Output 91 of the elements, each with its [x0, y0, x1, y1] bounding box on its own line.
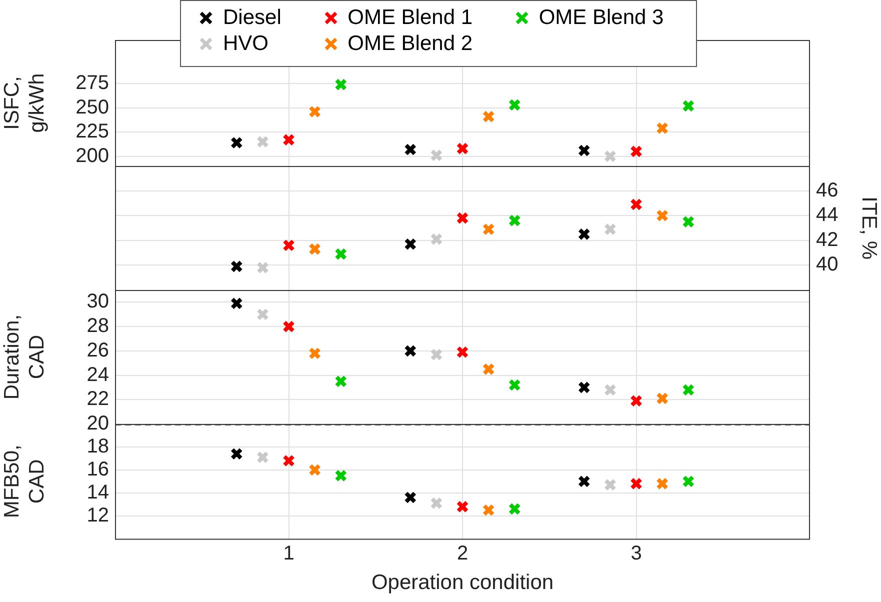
point	[256, 451, 269, 464]
y-tick-label: 26	[86, 339, 109, 362]
y-tick-label: 275	[76, 72, 109, 94]
point	[482, 504, 495, 516]
point	[656, 122, 669, 134]
point	[508, 502, 521, 516]
point	[482, 223, 495, 236]
y2-axis-title: ITE, %	[858, 196, 881, 260]
point	[334, 375, 348, 388]
point	[282, 454, 295, 467]
point	[404, 491, 417, 504]
point	[508, 378, 521, 392]
point	[630, 477, 642, 490]
point	[230, 448, 243, 460]
point	[508, 214, 521, 227]
y-axis-title: ISFC, g/kWh	[0, 73, 49, 133]
point	[230, 136, 243, 149]
point	[482, 362, 495, 376]
point	[482, 110, 495, 123]
y-tick-label: 250	[76, 96, 109, 118]
point	[604, 223, 616, 236]
point	[404, 344, 417, 358]
point	[230, 297, 243, 310]
point	[334, 78, 348, 91]
point	[256, 308, 269, 321]
y-tick-label: 20	[86, 412, 109, 435]
point	[656, 477, 669, 490]
point	[456, 212, 469, 224]
point	[430, 232, 443, 246]
x-tick-label: 1	[283, 542, 294, 564]
y-tick-label: 200	[76, 144, 109, 167]
point	[308, 242, 322, 256]
y-tick-label: 225	[76, 120, 109, 143]
y-tick-label: 14	[86, 481, 109, 504]
point	[656, 392, 669, 405]
point	[578, 475, 590, 488]
point	[578, 228, 590, 240]
y2-tick-label: 46	[816, 179, 838, 202]
point	[578, 144, 590, 157]
y-tick-label: 28	[86, 315, 109, 338]
legend-label: OME Blend 3	[538, 6, 664, 30]
y2-tick-label: 42	[816, 228, 838, 251]
point	[682, 100, 695, 112]
point	[682, 216, 695, 228]
point	[630, 198, 642, 211]
x-tick-label: 3	[630, 542, 642, 564]
point	[334, 469, 348, 482]
y-tick-label: 16	[86, 458, 109, 480]
y-tick-label: 22	[86, 388, 109, 410]
y-tick-label: 24	[86, 364, 109, 386]
point	[308, 105, 322, 118]
legend-label: HVO	[223, 32, 269, 56]
point	[456, 500, 469, 513]
point	[282, 134, 295, 146]
point	[404, 143, 417, 156]
y-tick-label: 12	[86, 504, 109, 526]
point	[334, 248, 348, 260]
point	[604, 478, 616, 492]
point	[430, 149, 443, 162]
y-axis-title: MFB50, CAD	[0, 444, 49, 518]
point	[578, 381, 590, 394]
y-tick-label: 18	[86, 435, 109, 458]
point	[630, 145, 642, 158]
point	[508, 98, 521, 112]
point	[604, 150, 616, 163]
y2-tick-label: 40	[816, 254, 838, 276]
point	[456, 142, 469, 155]
point	[230, 260, 243, 273]
point	[656, 209, 669, 222]
point	[604, 384, 616, 396]
point	[282, 320, 295, 333]
y-axis-title: Duration, CAD	[0, 314, 49, 400]
point	[682, 384, 695, 396]
legend-label: Diesel	[223, 6, 282, 30]
point	[256, 261, 269, 274]
y2-tick-label: 44	[816, 204, 838, 226]
point	[682, 475, 695, 488]
point	[456, 346, 469, 358]
point	[308, 464, 322, 476]
x-tick-label: 2	[456, 542, 468, 564]
legend-label: OME Blend 1	[348, 6, 473, 30]
point	[404, 238, 417, 250]
point	[282, 239, 295, 252]
point	[630, 394, 642, 408]
point	[430, 348, 443, 361]
legend-label: OME Blend 2	[348, 32, 473, 56]
y-tick-label: 30	[86, 290, 109, 313]
point	[308, 347, 322, 360]
point	[256, 136, 269, 148]
x-axis-title: Operation condition	[371, 571, 554, 594]
point	[430, 496, 443, 510]
